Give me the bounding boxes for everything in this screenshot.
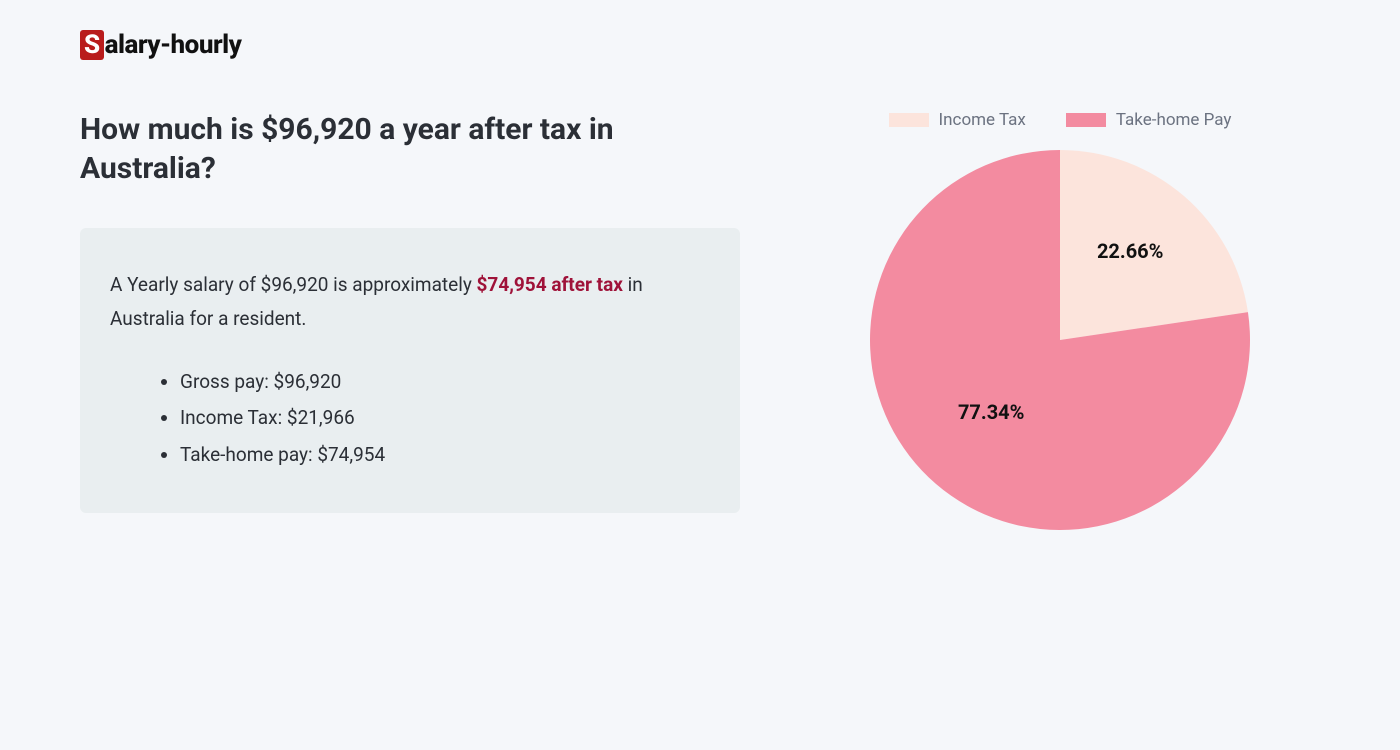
list-item-gross: Gross pay: $96,920 — [180, 364, 710, 400]
pie-svg — [870, 150, 1250, 530]
list-item-take-home: Take-home pay: $74,954 — [180, 437, 710, 473]
legend-label-income-tax: Income Tax — [939, 110, 1026, 130]
right-column: Income Tax Take-home Pay 22.66% 77.34% — [800, 110, 1320, 530]
summary-text: A Yearly salary of $96,920 is approximat… — [110, 268, 710, 336]
chart-legend: Income Tax Take-home Pay — [889, 110, 1232, 130]
legend-swatch-take-home — [1066, 113, 1106, 127]
site-logo: Salary-hourly — [80, 30, 1320, 60]
summary-list: Gross pay: $96,920 Income Tax: $21,966 T… — [110, 364, 710, 472]
legend-item-take-home: Take-home Pay — [1066, 110, 1232, 130]
legend-item-income-tax: Income Tax — [889, 110, 1026, 130]
pie-chart: 22.66% 77.34% — [870, 150, 1250, 530]
logo-badge: S — [80, 30, 104, 60]
legend-swatch-income-tax — [889, 113, 929, 127]
logo-text: alary-hourly — [105, 30, 242, 60]
pie-label-take-home: 77.34% — [958, 400, 1024, 424]
pie-label-income-tax: 22.66% — [1097, 239, 1163, 263]
summary-pre: A Yearly salary of $96,920 is approximat… — [110, 273, 477, 296]
list-item-income-tax: Income Tax: $21,966 — [180, 400, 710, 436]
summary-box: A Yearly salary of $96,920 is approximat… — [80, 228, 740, 513]
page-title: How much is $96,920 a year after tax in … — [80, 110, 740, 188]
left-column: How much is $96,920 a year after tax in … — [80, 110, 740, 513]
summary-highlight: $74,954 after tax — [477, 273, 623, 296]
main-content: How much is $96,920 a year after tax in … — [80, 110, 1320, 530]
legend-label-take-home: Take-home Pay — [1116, 110, 1232, 130]
